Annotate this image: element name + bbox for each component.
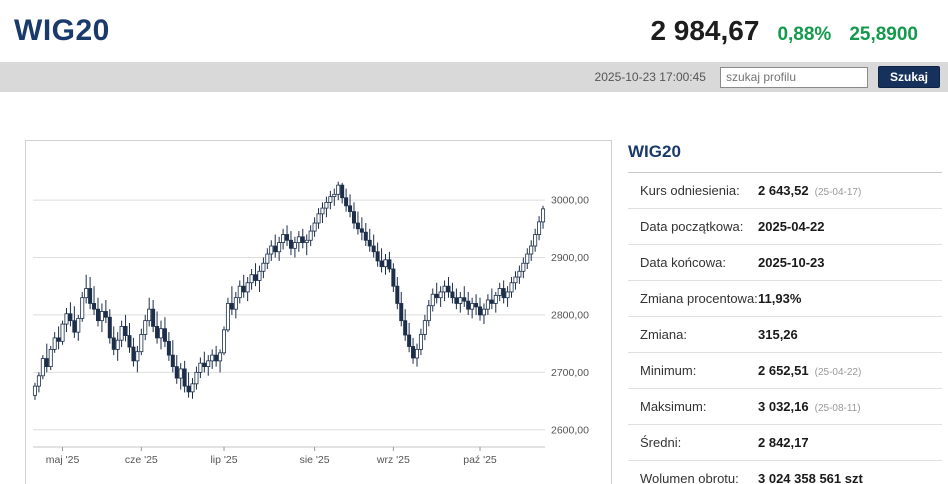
quote-change-absolute: 25,8900: [849, 24, 918, 45]
table-row: Data początkowa: 2025-04-22: [628, 209, 942, 245]
search-input[interactable]: [719, 66, 868, 88]
stat-value: 315,26: [758, 327, 798, 342]
chart-container: 3000,00 2900,00 2800,00 2700,00 2600,00 maj '…: [25, 140, 612, 484]
toolbar: 2025-10-23 17:00:45 Szukaj: [0, 62, 948, 92]
stat-label: Wolumen obrotu:: [640, 471, 739, 484]
table-row: Minimum: 2 652,51 (25-04-22): [628, 353, 942, 389]
svg-text:lip '25: lip '25: [210, 454, 237, 466]
stat-value: 2 842,17: [758, 435, 809, 450]
main-content: 3000,00 2900,00 2800,00 2700,00 2600,00 maj '…: [0, 140, 948, 484]
quote-block: 2 984,67 0,88% 25,8900: [650, 15, 918, 47]
stat-note: (25-04-17): [814, 187, 862, 198]
table-row: Zmiana procentowa: 11,93%: [628, 281, 942, 317]
svg-text:sie '25: sie '25: [300, 454, 330, 466]
table-row: Wolumen obrotu: 3 024 358 561 szt: [628, 461, 942, 484]
stat-label: Minimum:: [640, 363, 697, 378]
svg-text:3000,00: 3000,00: [551, 195, 589, 207]
stat-value: 2 643,52: [758, 183, 809, 198]
table-row: Maksimum: 3 032,16 (25-08-11): [628, 389, 942, 425]
table-row: Data końcowa: 2025-10-23: [628, 245, 942, 281]
stat-label: Zmiana:: [640, 327, 687, 342]
stats-panel: WIG20 Kurs odniesienia: 2 643,52 (25-04-…: [628, 140, 942, 484]
stat-value: 2 652,51: [758, 363, 809, 378]
stat-value: 3 024 358 561 szt: [758, 471, 863, 484]
top-header: WIG20 2 984,67 0,88% 25,8900: [0, 0, 948, 62]
stat-note: (25-08-11): [814, 403, 861, 414]
page-title: WIG20: [14, 14, 110, 47]
stat-value: 2025-04-22: [758, 219, 825, 234]
table-row: Kurs odniesienia: 2 643,52 (25-04-17): [628, 173, 942, 209]
svg-text:cze '25: cze '25: [125, 454, 158, 466]
svg-text:maj '25: maj '25: [46, 454, 80, 466]
quote-timestamp: 2025-10-23 17:00:45: [594, 70, 706, 84]
candlestick-chart[interactable]: 3000,00 2900,00 2800,00 2700,00 2600,00 maj '…: [27, 147, 612, 484]
svg-text:2900,00: 2900,00: [551, 252, 589, 264]
table-row: Zmiana: 315,26: [628, 317, 942, 353]
svg-text:2700,00: 2700,00: [551, 367, 589, 379]
stat-label: Kurs odniesienia:: [640, 183, 740, 198]
stat-value: 2025-10-23: [758, 255, 825, 270]
stat-value: 3 032,16: [758, 399, 809, 414]
svg-text:2800,00: 2800,00: [551, 309, 589, 321]
svg-text:2600,00: 2600,00: [551, 424, 589, 436]
quote-change-percent: 0,88%: [777, 24, 832, 45]
stat-label: Zmiana procentowa:: [640, 291, 758, 306]
svg-text:paź '25: paź '25: [463, 454, 497, 466]
stat-note: (25-04-22): [814, 367, 862, 378]
stats-panel-title: WIG20: [628, 140, 942, 173]
quote-price: 2 984,67: [650, 15, 760, 46]
stat-value: 11,93%: [758, 291, 802, 306]
stat-label: Średni:: [640, 435, 682, 450]
search-button[interactable]: Szukaj: [877, 66, 940, 88]
table-row: Średni: 2 842,17: [628, 425, 942, 461]
svg-text:wrz '25: wrz '25: [376, 454, 410, 466]
stat-label: Maksimum:: [640, 399, 707, 414]
stat-label: Data początkowa:: [640, 219, 744, 234]
stat-label: Data końcowa:: [640, 255, 726, 270]
